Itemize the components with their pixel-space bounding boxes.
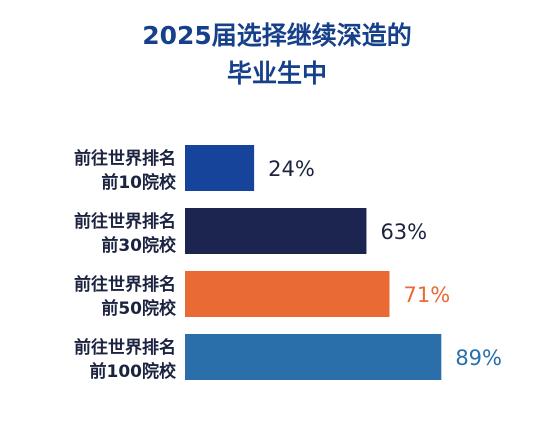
value-label-3: 71%: [403, 283, 450, 307]
value-label-2: 63%: [380, 220, 427, 244]
category-label-4-line-1: 前往世界排名: [74, 337, 176, 358]
bar-3: [185, 271, 390, 317]
bar-1: [185, 145, 255, 191]
bar-4: [185, 334, 442, 380]
category-label-1-line-1: 前往世界排名: [74, 148, 176, 169]
chart-title-line-2: 毕业生中: [227, 59, 327, 88]
bar-2: [185, 208, 367, 254]
category-label-2-line-1: 前往世界排名: [74, 211, 176, 232]
value-label-4: 89%: [455, 346, 502, 370]
category-label-3-line-2: 前50院校: [101, 298, 177, 319]
chart-title-line-1: 2025届选择继续深造的: [142, 21, 412, 50]
value-label-1: 24%: [268, 157, 315, 181]
category-label-4-line-2: 前100院校: [90, 361, 177, 382]
plot-area: 前往世界排名前10院校24%前往世界排名前30院校63%前往世界排名前50院校7…: [74, 145, 502, 382]
category-label-1-line-2: 前10院校: [101, 172, 177, 193]
category-label-3-line-1: 前往世界排名: [74, 274, 176, 295]
category-label-2-line-2: 前30院校: [101, 235, 177, 256]
chart-title: 2025届选择继续深造的 毕业生中: [142, 21, 412, 88]
